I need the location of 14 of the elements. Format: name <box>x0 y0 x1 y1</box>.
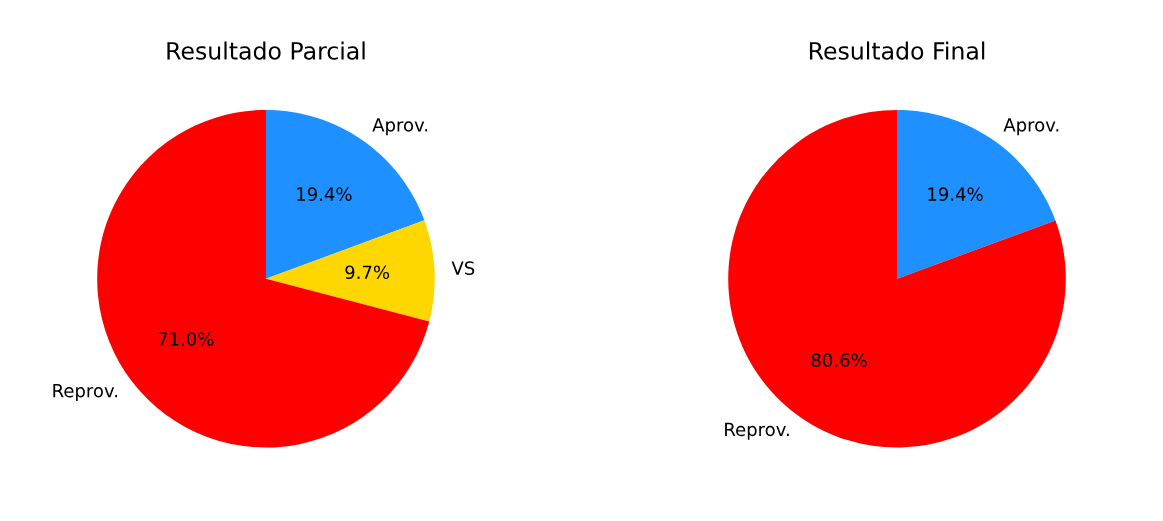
slice-label: Reprov. <box>53 384 118 401</box>
data-label: 19.4% <box>928 187 983 201</box>
chart-title: Resultado Parcial <box>167 41 365 60</box>
data-label: 9.7% <box>345 265 390 280</box>
slice-label: Reprov. <box>725 422 789 440</box>
chart-title: Resultado Final <box>809 41 985 60</box>
pie-slice <box>265 220 435 322</box>
data-label: 71.0% <box>158 332 214 346</box>
slice-label: VS <box>451 261 475 275</box>
pie-slice <box>265 109 425 279</box>
slice-label: Aprov. <box>372 118 428 136</box>
data-label: 80.6% <box>811 353 867 368</box>
slice-label: Aprov. <box>1003 118 1059 136</box>
data-label: 19.4% <box>297 187 352 201</box>
